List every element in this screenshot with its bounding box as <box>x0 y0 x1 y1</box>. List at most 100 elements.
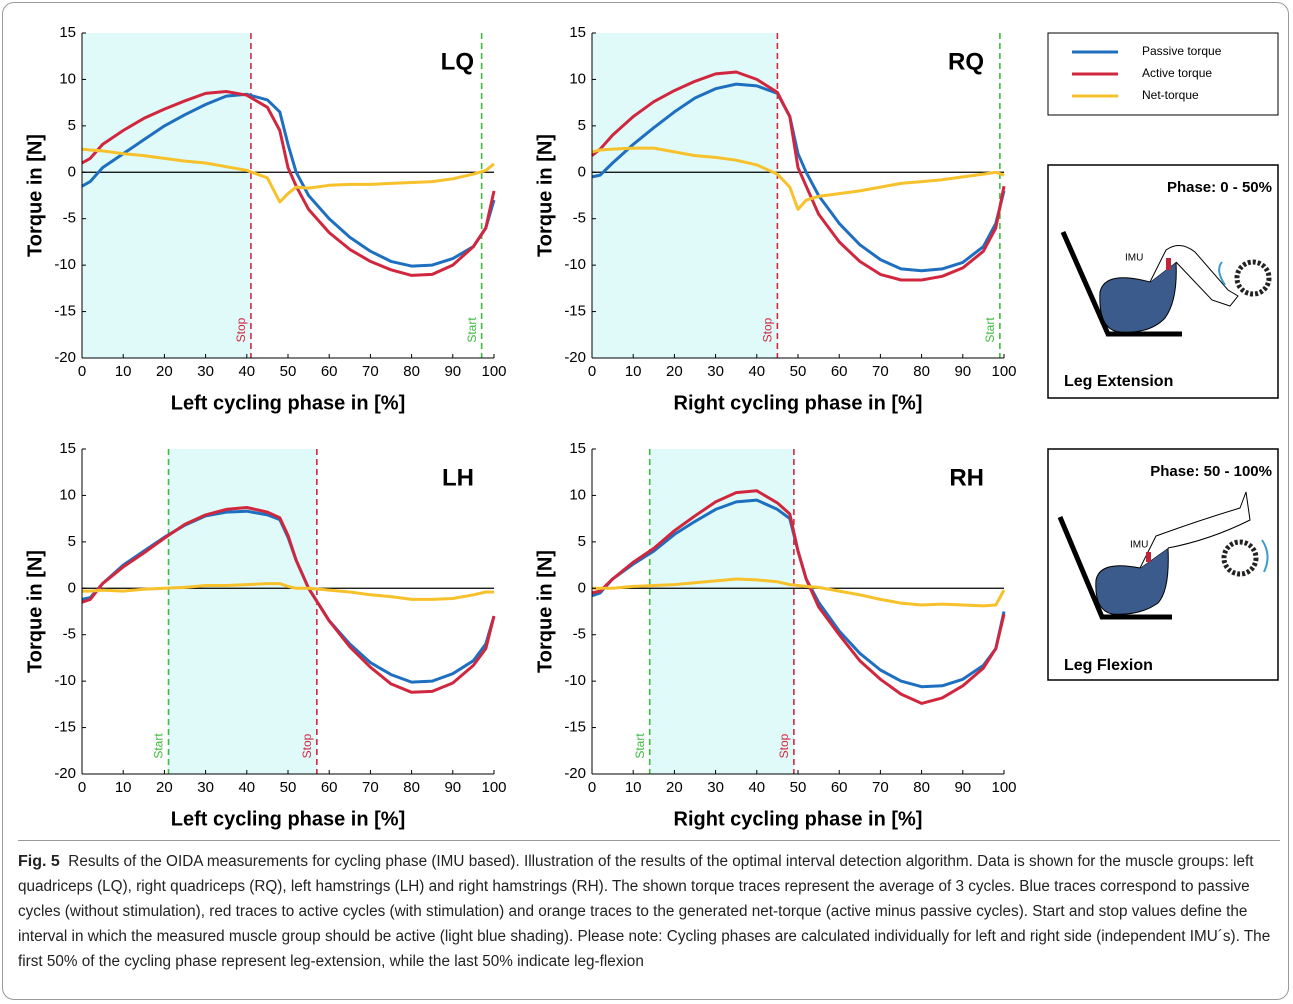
x-tick-label: 100 <box>991 363 1016 380</box>
crank <box>1234 259 1272 297</box>
panel-label: LQ <box>441 48 474 75</box>
x-tick-label: 30 <box>707 363 724 380</box>
y-tick-label: -10 <box>564 672 586 689</box>
caption: Fig. 5 Results of the OIDA measurements … <box>18 840 1280 974</box>
panel-label: RQ <box>948 48 984 75</box>
x-tick-label: 10 <box>625 363 642 380</box>
y-tick-label: 15 <box>569 440 586 457</box>
imu-label: IMU <box>1130 540 1148 551</box>
x-tick-label: 90 <box>954 779 971 796</box>
y-tick-label: -5 <box>63 210 76 227</box>
imu <box>1146 552 1151 562</box>
x-tick-label: 10 <box>625 779 642 796</box>
series-line <box>82 582 494 601</box>
x-tick-label: 70 <box>362 363 379 380</box>
crank <box>1221 539 1259 577</box>
legend: Passive torque Active torque Net-torque <box>1047 32 1279 116</box>
y-tick-label: -20 <box>564 349 586 366</box>
y-tick-label: -20 <box>54 349 76 366</box>
y-tick-label: 0 <box>578 163 586 180</box>
x-tick-label: 70 <box>872 779 889 796</box>
x-tick-label: 100 <box>481 363 506 380</box>
x-tick-label: 60 <box>831 779 848 796</box>
y-tick-label: 5 <box>578 533 586 550</box>
arrow <box>1218 261 1226 286</box>
y-tick-label: -5 <box>573 210 586 227</box>
leg <box>1139 491 1251 569</box>
panel-label: RH <box>949 464 984 491</box>
y-tick-label: -15 <box>54 719 76 736</box>
x-tick-label: 50 <box>790 363 807 380</box>
legend-label: Active torque <box>1142 66 1212 80</box>
x-tick-label: 0 <box>78 363 86 380</box>
caption-text: Results of the OIDA measurements for cyc… <box>18 853 1271 970</box>
x-tick-label: 70 <box>872 363 889 380</box>
y-tick-label: -5 <box>573 626 586 643</box>
marker-label: Stop <box>761 317 775 342</box>
y-tick-label: 5 <box>578 117 586 134</box>
y-tick-label: -20 <box>564 765 586 782</box>
y-tick-label: -10 <box>54 256 76 273</box>
x-tick-label: 90 <box>444 363 461 380</box>
y-tick-label: 15 <box>59 440 76 457</box>
x-tick-label: 70 <box>362 779 379 796</box>
y-tick-label: 10 <box>569 486 586 503</box>
x-tick-label: 10 <box>115 779 132 796</box>
x-tick-label: 100 <box>991 779 1016 796</box>
imu <box>1166 258 1171 270</box>
y-tick-label: 15 <box>569 24 586 41</box>
x-tick-label: 20 <box>156 363 173 380</box>
caption-label: Fig. 5 <box>18 853 60 870</box>
illustration: Phase: 50 - 100% IMU Leg Flexion <box>1047 448 1279 681</box>
marker-label: Stop <box>234 317 248 342</box>
legend-items: Passive torque Active torque Net-torque <box>1072 44 1222 102</box>
legend-label: Net-torque <box>1142 88 1199 102</box>
x-tick-label: 0 <box>588 779 596 796</box>
chart: Stop Start -20 -15 -10 -5 0 5 10 15 0 10 20 30 40 50 60 7… <box>534 24 1016 414</box>
seat <box>1057 516 1172 620</box>
imu-label: IMU <box>1125 253 1143 264</box>
x-tick-label: 10 <box>115 363 132 380</box>
active-interval <box>168 449 317 774</box>
x-axis-label: Right cycling phase in [%] <box>674 808 923 830</box>
y-tick-label: -15 <box>54 303 76 320</box>
marker-label: Start <box>983 317 997 343</box>
x-tick-label: 60 <box>321 779 338 796</box>
x-tick-label: 30 <box>707 779 724 796</box>
x-tick-label: 60 <box>831 363 848 380</box>
x-tick-label: 40 <box>748 779 765 796</box>
series-line <box>81 506 496 694</box>
x-tick-label: 80 <box>913 363 930 380</box>
x-tick-label: 80 <box>913 779 930 796</box>
y-tick-label: 0 <box>68 163 76 180</box>
x-tick-label: 20 <box>156 779 173 796</box>
y-axis-label: Torque in [N] <box>534 550 556 673</box>
y-tick-label: 10 <box>59 70 76 87</box>
x-axis-label: Left cycling phase in [%] <box>171 392 405 414</box>
marker-label: Stop <box>300 733 314 758</box>
phase-label: Phase: 0 - 50% <box>1167 179 1272 196</box>
x-tick-label: 40 <box>238 363 255 380</box>
x-tick-label: 40 <box>238 779 255 796</box>
x-tick-label: 50 <box>280 779 297 796</box>
x-axis-label: Left cycling phase in [%] <box>171 808 405 830</box>
x-tick-label: 90 <box>954 363 971 380</box>
marker-label: Start <box>633 733 647 759</box>
legend-label: Passive torque <box>1142 44 1222 58</box>
y-axis-label: Torque in [N] <box>24 134 46 257</box>
series-line <box>591 82 1006 273</box>
x-tick-label: 20 <box>666 363 683 380</box>
series-line <box>81 92 496 268</box>
y-tick-label: 15 <box>59 24 76 41</box>
x-tick-label: 50 <box>280 363 297 380</box>
y-tick-label: 10 <box>59 486 76 503</box>
x-tick-label: 30 <box>197 363 214 380</box>
marker-label: Start <box>152 733 166 759</box>
y-tick-label: -15 <box>564 719 586 736</box>
thigh <box>1099 261 1177 333</box>
y-tick-label: -5 <box>63 626 76 643</box>
arrow <box>1261 539 1269 573</box>
x-tick-label: 0 <box>588 363 596 380</box>
phase-label: Phase: 50 - 100% <box>1150 463 1272 480</box>
